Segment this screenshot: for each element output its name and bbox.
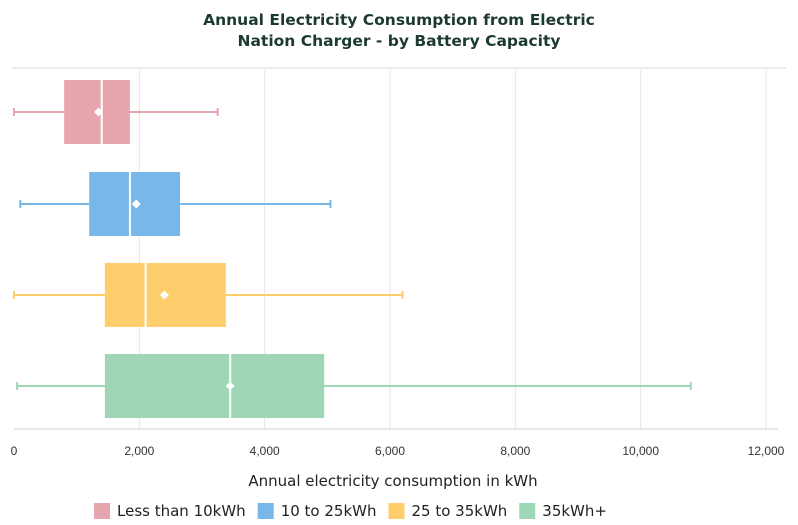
chart-title-line-1: Annual Electricity Consumption from Elec… xyxy=(203,11,595,29)
legend-swatch xyxy=(519,503,536,519)
x-tick-label: 0 xyxy=(11,444,18,458)
box-group xyxy=(13,80,219,144)
x-tick-label: 6,000 xyxy=(375,444,405,458)
boxes xyxy=(13,80,692,418)
legend-swatch xyxy=(94,503,110,519)
mean-marker xyxy=(225,381,235,391)
box xyxy=(104,354,325,418)
mean-marker xyxy=(159,290,169,300)
legend-label: 25 to 35kWh xyxy=(411,502,507,520)
mean-marker xyxy=(131,199,141,209)
box-group xyxy=(16,354,692,418)
legend-swatch xyxy=(257,503,274,519)
chart-title: Annual Electricity Consumption from Elec… xyxy=(0,10,798,52)
legend-swatch xyxy=(388,503,405,519)
legend-label: 10 to 25kWh xyxy=(281,502,377,520)
chart-title-line-2: Nation Charger - by Battery Capacity xyxy=(237,32,561,50)
x-tick-label: 4,000 xyxy=(250,444,280,458)
legend-label: 35kWh+ xyxy=(542,502,607,520)
box-group xyxy=(13,263,404,327)
x-tick-label: 8,000 xyxy=(500,444,530,458)
box-group xyxy=(19,172,332,236)
mean-marker xyxy=(94,107,104,117)
legend: Less than 10kWh 10 to 25kWh 25 to 35kWh 35k… xyxy=(94,502,607,520)
x-tick-label: 10,000 xyxy=(622,444,659,458)
x-tick-label: 12,000 xyxy=(748,444,785,458)
x-axis-title: Annual electricity consumption in kWh xyxy=(248,472,537,490)
legend-label: Less than 10kWh xyxy=(117,502,246,520)
x-axis: 0 2,000 4,000 6,000 8,000 10,000 12,000 xyxy=(11,428,785,458)
x-tick-label: 2,000 xyxy=(124,444,154,458)
